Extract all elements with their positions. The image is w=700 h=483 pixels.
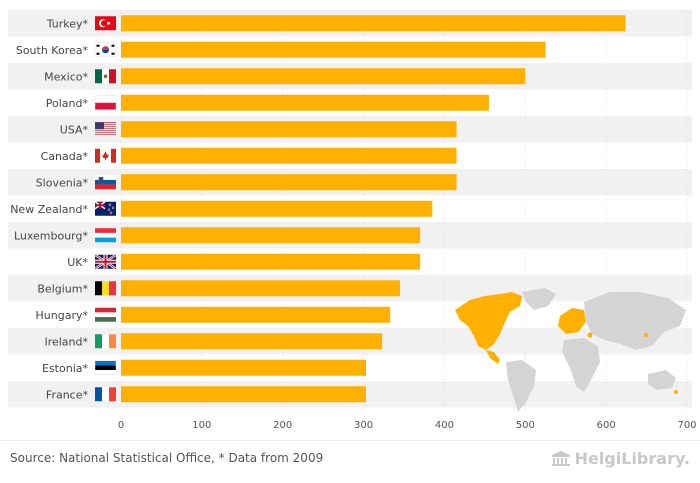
category-label: Hungary* (36, 309, 89, 322)
x-tick-label: 0 (118, 420, 124, 431)
x-tick-label: 600 (597, 420, 616, 431)
bar[interactable] (121, 386, 366, 403)
bar[interactable] (121, 200, 433, 217)
x-tick-label: 300 (354, 420, 373, 431)
category-label: South Korea* (16, 44, 89, 57)
north-america-shape (455, 292, 522, 350)
footer-divider (0, 440, 700, 441)
turkey-marker (587, 332, 593, 338)
bar[interactable] (121, 174, 457, 191)
poland-flag-icon (94, 95, 117, 110)
bar[interactable] (121, 359, 366, 376)
africa-shape (562, 338, 600, 392)
x-tick-label: 700 (677, 420, 696, 431)
category-label: Poland* (46, 97, 89, 110)
category-label: France* (46, 388, 89, 401)
new-zealand-marker (674, 390, 678, 394)
bar[interactable] (121, 333, 383, 350)
central-america-shape (486, 350, 500, 364)
new-zealand-flag-icon (94, 201, 116, 216)
bar[interactable] (121, 41, 546, 58)
canada-flag-icon (95, 148, 116, 163)
uk-flag-icon (94, 253, 117, 270)
logo-text: HelgiLibrary. (574, 449, 690, 468)
category-label: New Zealand* (10, 203, 88, 216)
estonia-flag-icon (94, 360, 117, 375)
bar[interactable] (121, 15, 626, 32)
south-america-shape (506, 360, 536, 412)
bar-chart: Turkey* South Korea* Mexico* Poland* USA* Can… (8, 10, 697, 431)
greenland-shape (522, 288, 556, 310)
category-label: Ireland* (44, 335, 88, 348)
korea-marker (644, 333, 648, 337)
turkey-flag-icon (95, 16, 116, 31)
x-tick-label: 100 (192, 420, 211, 431)
category-label: Mexico* (44, 70, 88, 83)
category-label: USA* (60, 123, 89, 136)
bar[interactable] (121, 68, 526, 85)
chart-canvas: Turkey* South Korea* Mexico* Poland* USA* Can… (8, 10, 697, 431)
source-note: Source: National Statistical Office, * D… (10, 451, 324, 465)
europe-shape (558, 308, 586, 334)
category-label: Slovenia* (36, 176, 89, 189)
bar[interactable] (121, 306, 391, 323)
category-label: Belgium* (37, 282, 88, 295)
bar[interactable] (121, 253, 421, 270)
usa-flag-icon (95, 122, 116, 137)
france-flag-icon (95, 387, 116, 402)
x-tick-label: 500 (516, 420, 535, 431)
category-label: Turkey* (46, 17, 89, 30)
bar[interactable] (121, 227, 421, 244)
australia-shape (648, 370, 676, 390)
hungary-flag-icon (95, 307, 116, 322)
bar[interactable] (121, 94, 489, 111)
category-label: Luxembourg* (14, 229, 89, 242)
slovenia-flag-icon (95, 175, 116, 190)
ireland-flag-icon (95, 334, 116, 349)
x-tick-label: 400 (435, 420, 454, 431)
category-label: UK* (67, 256, 88, 269)
bar[interactable] (121, 147, 457, 164)
bar[interactable] (121, 280, 400, 297)
luxembourg-flag-icon (95, 228, 116, 243)
category-label: Estonia* (42, 362, 88, 375)
world-map-icon (455, 288, 686, 412)
south-korea-flag-icon (94, 42, 117, 57)
category-label: Canada* (41, 150, 89, 163)
library-building-icon (551, 450, 570, 466)
x-tick-label: 200 (273, 420, 292, 431)
belgium-flag-icon (95, 281, 116, 296)
asia-shape (584, 292, 686, 350)
helgi-library-logo[interactable]: HelgiLibrary. (551, 449, 690, 468)
bar[interactable] (121, 121, 457, 138)
mexico-flag-icon (95, 69, 116, 84)
